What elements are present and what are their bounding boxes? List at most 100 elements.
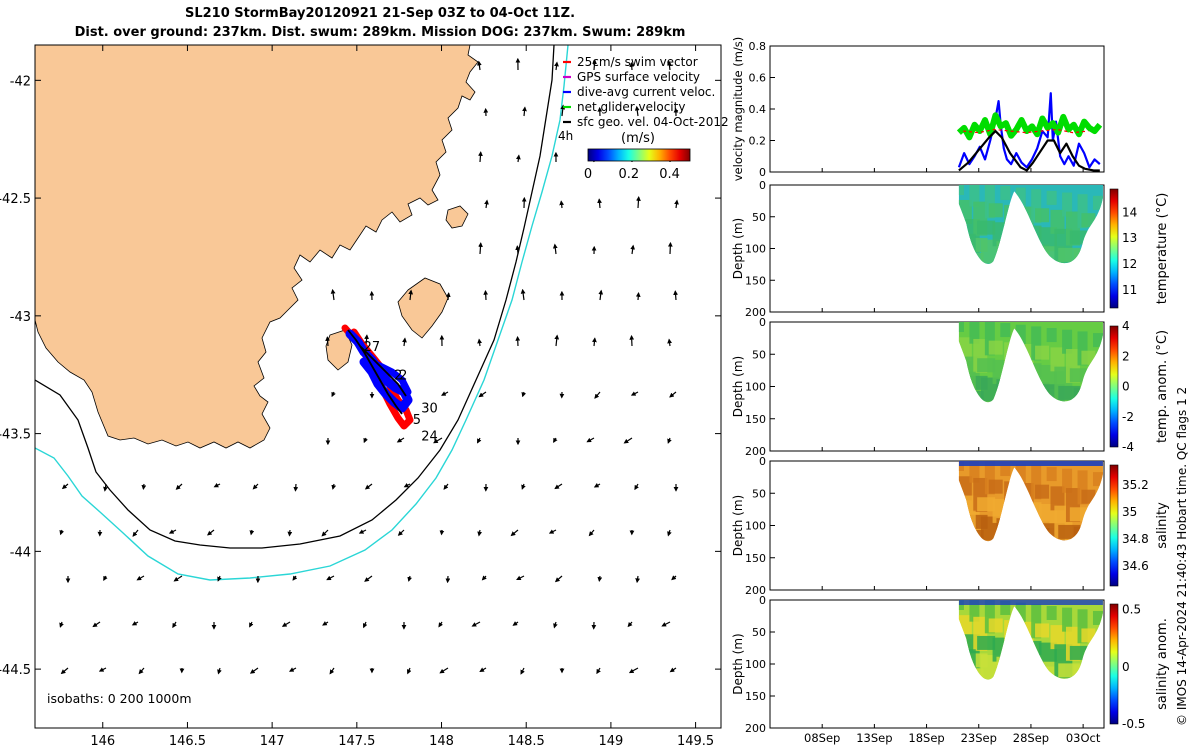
sfc-vel-arrow xyxy=(634,105,640,117)
section-colorbar xyxy=(1109,603,1119,725)
section-colorbar-tick-label: 0.5 xyxy=(1122,603,1141,617)
section-cell xyxy=(1046,467,1057,482)
section-cell xyxy=(984,322,995,356)
section-ylabel: Depth (m) xyxy=(731,633,745,694)
section-colorbar-tick-label: 2 xyxy=(1122,349,1130,363)
section-colorbar xyxy=(1109,325,1119,448)
section-cell xyxy=(1077,470,1088,505)
section-colorbar-tick-label: 35.2 xyxy=(1122,478,1149,492)
sfc-vel-arrow xyxy=(249,667,259,674)
sfc-vel-arrow xyxy=(634,483,639,491)
speed-colorbar-tick-label: 0 xyxy=(584,167,592,182)
sfc-vel-arrow xyxy=(628,667,639,674)
sfc-vel-arrow xyxy=(249,529,255,536)
track-day-label: 27 xyxy=(364,340,381,355)
sfc-vel-arrow xyxy=(217,667,222,675)
sfc-vel-arrow xyxy=(669,391,677,398)
sfc-vel-arrow xyxy=(661,621,671,627)
section-cell xyxy=(977,220,996,235)
sfc-vel-arrow xyxy=(293,483,299,492)
section-cell xyxy=(1077,331,1088,366)
section-ylabel: Depth (m) xyxy=(731,356,745,417)
sfc-vel-arrow xyxy=(594,391,601,399)
sfc-vel-arrow xyxy=(445,292,451,301)
section-cell xyxy=(1081,350,1096,365)
sfc-vel-arrow xyxy=(674,199,679,209)
section-ytick-label: 50 xyxy=(752,487,766,500)
speed-colorbar-title: (m/s) xyxy=(621,131,655,146)
sfc-vel-arrow xyxy=(61,483,69,490)
sfc-vel-arrow xyxy=(515,245,521,255)
sfc-vel-arrow xyxy=(671,575,677,581)
sfc-vel-arrow xyxy=(173,575,183,582)
legend-label: sfc geo. vel. 04-Oct-2012 xyxy=(577,115,729,129)
sfc-vel-arrow xyxy=(522,106,527,117)
section-cell xyxy=(1062,329,1073,354)
section-colorbar-label: salinity anom. xyxy=(1155,618,1170,710)
section-cell xyxy=(1062,607,1073,632)
velocity-ytick-label: 0 xyxy=(759,166,766,179)
sfc-vel-arrow xyxy=(331,483,337,490)
section-colorbar xyxy=(1109,188,1119,309)
track-day-label: 5 xyxy=(413,413,421,428)
legend-label: GPS surface velocity xyxy=(577,70,700,84)
sfc-vel-arrow xyxy=(520,288,526,301)
section-ytick-label: 0 xyxy=(759,455,766,468)
time-xtick-label: 03Oct xyxy=(1066,731,1101,745)
sfc-vel-arrow xyxy=(593,483,601,488)
section-cell xyxy=(1092,610,1103,625)
section-ytick-label: 200 xyxy=(745,445,766,458)
section-cell xyxy=(977,358,996,373)
section-cell xyxy=(1077,609,1088,644)
section-ytick-label: 0 xyxy=(759,594,766,607)
sfc-vel-arrow xyxy=(592,337,597,347)
map-ytick-label: -43.5 xyxy=(0,428,31,443)
right-panels: 0 0.2 0.4 0.6 0.8 velocity magnitude (m/s) 0 50… xyxy=(731,37,1170,745)
sfc-vel-arrow xyxy=(667,338,672,347)
section-colorbar-label: salinity xyxy=(1155,502,1170,549)
map-xtick-label: 149 xyxy=(598,734,623,749)
section-cell xyxy=(1000,323,1011,338)
track-blue-dive-2 xyxy=(362,356,412,396)
sfc-vel-arrow xyxy=(478,151,483,163)
track-day-label: 30 xyxy=(421,401,438,416)
sfc-vel-arrow xyxy=(358,529,367,534)
sfc-vel-arrow xyxy=(403,482,411,488)
sfc-vel-arrow xyxy=(471,621,481,627)
sfc-vel-arrow xyxy=(249,621,254,628)
section-panel-1: 0 50 100 150 200 Depth (m) 11 12 13 14 temperature… xyxy=(731,179,1170,319)
section-cell xyxy=(1035,345,1050,360)
section-cell xyxy=(988,340,1003,355)
section-colorbar-label: temperature (°C) xyxy=(1155,193,1170,305)
sfc-vel-arrow xyxy=(479,667,487,672)
section-ylabel: Depth (m) xyxy=(731,495,745,556)
velocity-series-line xyxy=(957,92,1101,169)
time-xtick-label: 23Sep xyxy=(961,731,997,745)
section-colorbar-tick-label: 0 xyxy=(1122,380,1130,394)
velocity-ytick-label: 0.4 xyxy=(749,103,767,116)
velocity-ylabel: velocity magnitude (m/s) xyxy=(731,37,745,182)
sfc-vel-arrow xyxy=(362,621,368,629)
velocity-axes-box xyxy=(769,45,1105,173)
sfc-vel-arrow xyxy=(281,621,291,627)
section-cell xyxy=(988,479,1003,494)
map-ytick-label: -44 xyxy=(10,545,31,560)
sfc-vel-arrow xyxy=(484,199,489,209)
section-colorbar-tick-label: 35 xyxy=(1122,505,1137,519)
isobath-hour-label: 4h xyxy=(558,129,573,143)
sfc-vel-arrow xyxy=(325,336,331,347)
sfc-vel-arrow xyxy=(329,667,335,675)
section-ytick-label: 0 xyxy=(759,316,766,329)
sfc-vel-arrow xyxy=(441,391,449,396)
sfc-vel-arrow xyxy=(510,529,519,537)
section-cell xyxy=(969,185,980,207)
sfc-vel-arrow xyxy=(98,667,107,672)
sfc-vel-arrow xyxy=(554,483,563,490)
section-cell xyxy=(977,497,996,512)
speed-colorbar: (m/s) 0 0.2 0.4 xyxy=(584,131,691,182)
section-cell xyxy=(1046,328,1057,343)
sfc-vel-arrow xyxy=(667,437,672,444)
section-cell xyxy=(1092,333,1103,348)
sfc-vel-arrow xyxy=(60,667,69,675)
legend-label: net glider velocity xyxy=(577,100,685,114)
